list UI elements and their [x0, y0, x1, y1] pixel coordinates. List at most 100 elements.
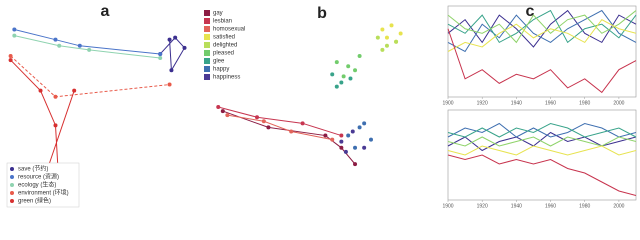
legend-label: gay: [213, 11, 223, 17]
x-tick-label: 1940: [511, 203, 522, 209]
point: [255, 115, 259, 120]
legend-box: [6, 162, 80, 208]
point: [334, 60, 339, 65]
point: [346, 64, 351, 69]
legend-label: happy: [213, 67, 229, 73]
line: [447, 145, 637, 156]
line: [447, 136, 637, 147]
point: [57, 43, 62, 48]
legend-label: lesbian: [213, 19, 232, 25]
line: [447, 19, 637, 52]
x-tick-label: 1920: [477, 203, 488, 209]
x-tick-label: 1960: [545, 100, 556, 106]
legend-label: homosexual: [213, 27, 245, 33]
x-tick-label: 1900: [442, 203, 453, 209]
point: [380, 47, 385, 52]
point: [225, 113, 230, 118]
point: [158, 51, 163, 56]
point: [398, 31, 403, 36]
legend-marker: [204, 42, 210, 48]
line: [447, 28, 637, 94]
point: [289, 129, 294, 134]
line: [447, 9, 637, 48]
legend-marker: [204, 50, 210, 56]
x-tick-label: 2000: [613, 100, 624, 106]
legend-marker: [10, 199, 14, 203]
legend-label: happiness: [213, 75, 240, 81]
point: [8, 54, 13, 58]
point: [357, 125, 362, 130]
legend-marker: [10, 191, 14, 195]
point: [173, 35, 178, 40]
point: [38, 88, 43, 93]
legend-label: satisfied: [213, 35, 235, 41]
point: [77, 43, 82, 48]
point: [330, 72, 335, 77]
point: [369, 137, 373, 142]
point: [380, 27, 385, 32]
panel-label: c: [526, 3, 535, 20]
legend-label: save (节约): [18, 165, 48, 173]
point: [362, 145, 367, 150]
point: [182, 45, 187, 50]
legend-marker: [204, 74, 210, 80]
point: [353, 162, 358, 167]
point: [339, 133, 344, 138]
line: [447, 122, 637, 138]
trajectory: [159, 36, 186, 72]
point: [339, 145, 344, 150]
point: [334, 84, 339, 89]
point: [394, 39, 399, 44]
point: [375, 35, 380, 40]
line: [447, 9, 637, 53]
point: [348, 76, 353, 81]
trajectory: [10, 55, 170, 98]
point: [8, 58, 13, 63]
legend-marker: [204, 10, 210, 16]
legend-marker: [204, 34, 210, 40]
legend-label: pleased: [213, 51, 234, 57]
legend-label: delighted: [213, 43, 237, 49]
legend-label: resource (资源): [18, 173, 59, 181]
point: [357, 54, 362, 58]
point: [53, 37, 58, 42]
line: [447, 131, 637, 152]
legend-label: ecology (生态): [18, 181, 56, 189]
point: [362, 121, 367, 126]
legend-marker: [204, 26, 210, 32]
point: [72, 88, 77, 93]
plot-frame: [447, 109, 637, 201]
x-tick-label: 1980: [579, 203, 590, 209]
point: [220, 109, 225, 114]
point: [353, 145, 358, 150]
point: [266, 125, 271, 130]
trajectory: [222, 110, 356, 165]
point: [53, 94, 58, 99]
legend-marker: [10, 167, 14, 171]
point: [169, 68, 174, 73]
point: [353, 68, 358, 73]
point: [339, 139, 344, 144]
legend-label: environment (环境): [18, 189, 69, 197]
line: [447, 154, 637, 196]
point: [350, 129, 355, 134]
legend-marker: [204, 58, 210, 64]
point: [12, 27, 17, 32]
legend-marker: [204, 18, 210, 24]
legend-marker: [10, 183, 14, 187]
point: [389, 23, 394, 28]
point: [323, 133, 328, 138]
panel-label: b: [317, 5, 327, 22]
point: [343, 149, 348, 154]
plot-frame: [447, 5, 637, 98]
point: [384, 43, 389, 48]
line: [447, 9, 637, 44]
line: [447, 10, 637, 44]
line: [447, 122, 637, 138]
point: [341, 74, 346, 79]
x-tick-label: 1960: [545, 203, 556, 209]
legend-marker: [10, 175, 14, 179]
legend-label: green (绿色): [18, 197, 51, 205]
legend-label: glee: [213, 59, 225, 65]
point: [384, 35, 389, 40]
